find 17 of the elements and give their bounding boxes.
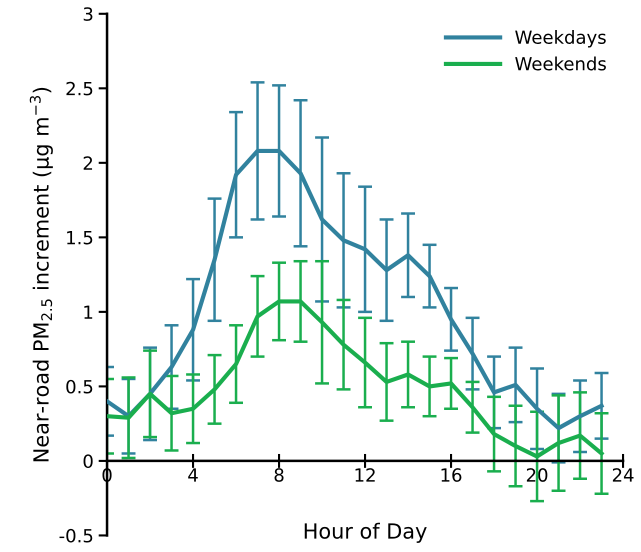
x-tick-label: 8 [274,468,284,482]
y-tick-label: 2 [84,156,92,170]
y-tick-label: 0.5 [66,380,92,394]
x-tick-label: 24 [612,468,634,482]
y-tick-label: 1 [84,306,92,319]
x-tick-label: 16 [442,468,462,482]
y-tick-label: 2.5 [66,82,92,96]
legend-label: Weekends [515,56,606,71]
y-tick-label: 1.5 [67,231,92,244]
y-tick-label: 0 [84,454,93,468]
x-axis-title: Hour of Day [304,522,427,543]
x-tick-label: 4 [188,468,198,482]
y-axis-title: Near-road PM$_{2.5}$ increment (µg m$^{−3}$) [30,88,53,462]
legend-label: Weekdays [515,30,606,48]
x-tick-label: 12 [356,468,375,482]
y-tick-label: -0.5 [60,528,92,543]
y-tick-label: 3 [84,7,92,21]
